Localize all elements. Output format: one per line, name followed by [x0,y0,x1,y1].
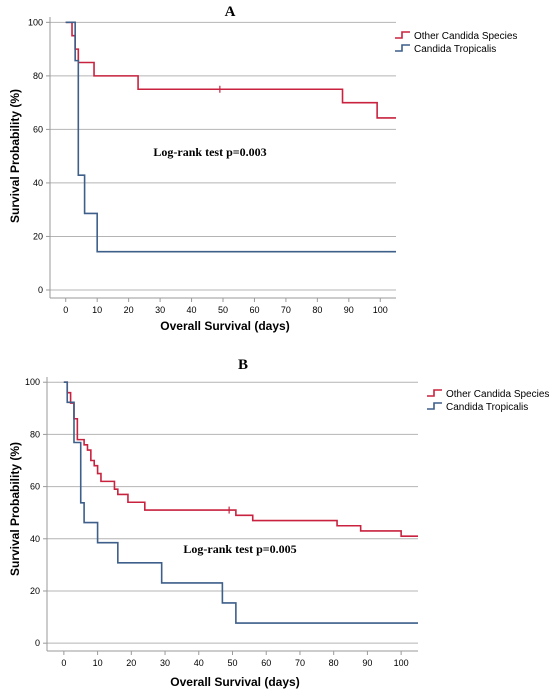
panel-a-y-tick-label-60: 60 [33,124,43,134]
panel-b-y-tick-label-40: 40 [30,534,40,544]
panel-a-x-tick-label-40: 40 [187,305,197,315]
panel-a-y-tick-label-20: 20 [33,231,43,241]
panel-a-x-tick-label-90: 90 [344,305,354,315]
panel-b-x-tick-label-80: 80 [329,658,339,668]
panel-b-x-tick-label-90: 90 [362,658,372,668]
panel-a-y-tick-label-80: 80 [33,71,43,81]
panel-b: B Survival Probability (%) Overall Survi… [8,357,549,689]
panel-b-x-tick-label-50: 50 [227,658,237,668]
panel-b-y-tick-label-80: 80 [30,429,40,439]
panel-a: A Survival Probability (%) Overall Survi… [8,4,517,333]
panel-a-x-tick-label-50: 50 [218,305,228,315]
panel-a-legend: Other Candida Species Candida Tropicalis [414,31,517,55]
panel-b-x-tick-label-30: 30 [160,658,170,668]
panel-a-x-tick-label-70: 70 [281,305,291,315]
panel-a-x-tick-label-30: 30 [155,305,165,315]
panel-a-x-tick-label-0: 0 [63,305,68,315]
panel-b-letter: B [238,357,248,373]
panel-b-y-axis-title: Survival Probability (%) [8,442,22,576]
panel-b-legend-swatch-other [427,389,442,397]
panel-b-legend-swatch-tropicalis [427,402,442,410]
panel-a-y-axis-title: Survival Probability (%) [8,89,22,223]
panel-b-x-axis-title: Overall Survival (days) [170,675,299,689]
panel-a-letter: A [225,4,236,20]
panel-b-x-tick-label-10: 10 [93,658,103,668]
panel-a-y-tick-label-100: 100 [28,17,43,27]
panel-a-x-tick-label-10: 10 [92,305,102,315]
panel-b-y-tick-label-0: 0 [35,638,40,648]
panel-b-y-tick-label-60: 60 [30,482,40,492]
panel-a-legend-swatch-tropicalis [395,44,410,52]
panel-b-x-tick-label-40: 40 [194,658,204,668]
panel-a-logrank-annotation: Log-rank test p=0.003 [153,145,266,159]
panel-a-legend-swatch-other [395,31,410,39]
panel-b-x-tick-label-100: 100 [394,658,409,668]
panel-a-legend-label-other: Other Candida Species [414,31,517,42]
panel-b-x-tick-label-20: 20 [126,658,136,668]
panel-a-x-tick-label-80: 80 [312,305,322,315]
panel-a-curve-tropicalis [65,21,396,253]
panel-a-x-axis-title: Overall Survival (days) [160,319,289,333]
panel-b-curve-other [63,381,418,537]
panel-a-x-tick-label-20: 20 [124,305,134,315]
panel-a-plot-area: 0 20 40 60 80 100 0 10 20 30 40 50 60 70 80 90 100 [28,17,410,315]
panel-a-x-tick-label-100: 100 [373,305,388,315]
panel-b-legend: Other Candida Species Candida Tropicalis [446,389,549,413]
panel-b-y-tick-label-20: 20 [30,586,40,596]
panel-b-legend-label-other: Other Candida Species [446,389,549,400]
panel-b-x-tick-label-70: 70 [295,658,305,668]
panel-b-x-tick-label-60: 60 [261,658,271,668]
panel-b-curve-tropicalis [63,381,418,624]
panel-a-curve-other [65,21,396,119]
panel-b-plot-area: 0 20 40 60 80 100 0 10 20 30 40 50 60 70 80 90 100 [25,377,442,668]
panel-a-legend-label-tropicalis: Candida Tropicalis [414,44,496,55]
panel-a-y-tick-label-0: 0 [38,285,43,295]
panel-b-logrank-annotation: Log-rank test p=0.005 [183,542,296,556]
panel-b-y-tick-label-100: 100 [25,377,40,387]
panel-b-legend-label-tropicalis: Candida Tropicalis [446,402,528,413]
panel-a-x-tick-label-60: 60 [249,305,259,315]
panel-a-y-tick-label-40: 40 [33,178,43,188]
panel-b-x-tick-label-0: 0 [61,658,66,668]
